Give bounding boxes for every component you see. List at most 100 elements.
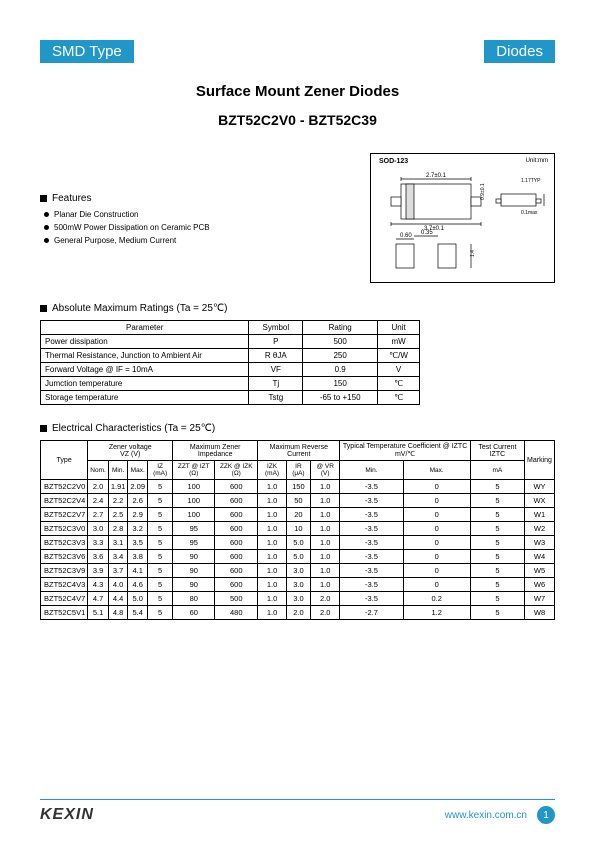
table-cell: 2.0	[88, 480, 109, 494]
table-cell: BZT52C4V3	[41, 578, 88, 592]
package-label: SOD-123	[379, 158, 408, 165]
table-cell: -3.5	[340, 578, 403, 592]
svg-text:2.7±0.1: 2.7±0.1	[426, 173, 447, 179]
table-cell: 1.0	[310, 522, 339, 536]
table-cell: 600	[215, 564, 258, 578]
table-cell: 95	[173, 536, 215, 550]
table-cell: Power dissipation	[41, 335, 249, 349]
table-cell: Thermal Resistance, Junction to Ambient …	[41, 349, 249, 363]
table-cell: 90	[173, 550, 215, 564]
table-cell: 1.0	[258, 522, 287, 536]
table-cell: 5	[470, 480, 524, 494]
ratings-table: Parameter Symbol Rating Unit Power dissi…	[40, 320, 420, 405]
table-cell: 100	[173, 494, 215, 508]
col-header: Nom.	[88, 461, 109, 480]
table-cell: W1	[525, 508, 555, 522]
table-cell: 3.0	[286, 564, 310, 578]
table-cell: 4.6	[128, 578, 148, 592]
table-cell: 2.0	[310, 606, 339, 620]
table-cell: 3.4	[108, 550, 128, 564]
title-line2: BZT52C2V0 - BZT52C39	[40, 112, 555, 128]
table-cell: R θJA	[249, 349, 303, 363]
table-cell: 1.0	[258, 564, 287, 578]
electrical-table: TypeZener voltage VZ (V)Maximum Zener Im…	[40, 440, 555, 620]
table-cell: 50	[286, 494, 310, 508]
table-cell: 150	[286, 480, 310, 494]
table-cell: -3.5	[340, 508, 403, 522]
table-cell: 1.91	[108, 480, 128, 494]
table-cell: 5	[148, 480, 173, 494]
table-cell: 3.2	[128, 522, 148, 536]
col-header: Zener voltage VZ (V)	[88, 441, 173, 461]
table-cell: -3.5	[340, 550, 403, 564]
table-cell: 5	[148, 592, 173, 606]
table-cell: -3.5	[340, 564, 403, 578]
col-header: Test Current IZTC	[470, 441, 524, 461]
square-icon	[40, 425, 47, 432]
table-cell: Tj	[249, 377, 303, 391]
table-cell: W8	[525, 606, 555, 620]
bullet-icon	[44, 212, 49, 217]
table-cell: 5	[148, 522, 173, 536]
table-cell: -3.5	[340, 494, 403, 508]
table-cell: 1.2	[403, 606, 470, 620]
col-header: Type	[41, 441, 88, 480]
table-cell: 3.3	[88, 536, 109, 550]
table-cell: -3.5	[340, 522, 403, 536]
table-cell: 3.0	[88, 522, 109, 536]
feature-item: Planar Die Construction	[54, 210, 138, 219]
table-cell: 3.9	[88, 564, 109, 578]
table-cell: BZT52C2V4	[41, 494, 88, 508]
table-cell: 90	[173, 564, 215, 578]
table-cell: mW	[378, 335, 420, 349]
table-cell: 5	[470, 508, 524, 522]
table-cell: 500	[303, 335, 378, 349]
table-cell: 5	[148, 494, 173, 508]
table-cell: 5	[148, 508, 173, 522]
table-cell: 600	[215, 522, 258, 536]
table-cell: 5	[470, 564, 524, 578]
table-cell: 0	[403, 536, 470, 550]
col-header: IZK (mA)	[258, 461, 287, 480]
table-cell: 480	[215, 606, 258, 620]
table-cell: ℃/W	[378, 349, 420, 363]
table-cell: BZT52C3V6	[41, 550, 88, 564]
table-cell: 600	[215, 508, 258, 522]
table-cell: 3.5	[128, 536, 148, 550]
table-cell: 3.7	[108, 564, 128, 578]
table-cell: 1.0	[310, 480, 339, 494]
col-header: Typical Temperature Coefficient @ IZTC m…	[340, 441, 470, 461]
table-cell: 4.7	[88, 592, 109, 606]
svg-text:0.1max: 0.1max	[521, 210, 538, 216]
table-cell: 3.6	[88, 550, 109, 564]
table-cell: 1.0	[310, 508, 339, 522]
table-cell: 1.0	[310, 550, 339, 564]
table-cell: 2.09	[128, 480, 148, 494]
ratings-heading: Absolute Maximum Ratings (Ta = 25℃)	[52, 303, 227, 314]
table-cell: -2.7	[340, 606, 403, 620]
table-cell: 0.2	[403, 592, 470, 606]
table-cell: 5	[148, 536, 173, 550]
table-cell: 2.9	[128, 508, 148, 522]
col-header: Unit	[378, 321, 420, 335]
footer: KEXIN www.kexin.com.cn 1	[40, 799, 555, 824]
col-header: Maximum Zener Impedance	[173, 441, 258, 461]
page-number: 1	[537, 806, 555, 824]
col-header: Min.	[340, 461, 403, 480]
table-cell: 600	[215, 536, 258, 550]
table-cell: 0.9	[303, 363, 378, 377]
svg-text:0.9±0.1: 0.9±0.1	[480, 183, 486, 200]
table-cell: 5.0	[286, 550, 310, 564]
table-cell: 2.8	[108, 522, 128, 536]
col-header: Symbol	[249, 321, 303, 335]
title-line1: Surface Mount Zener Diodes	[40, 83, 555, 100]
table-cell: -3.5	[340, 536, 403, 550]
table-cell: BZT52C4V7	[41, 592, 88, 606]
table-cell: 2.5	[108, 508, 128, 522]
col-header: Max.	[403, 461, 470, 480]
table-cell: Storage temperature	[41, 391, 249, 405]
table-cell: 4.1	[128, 564, 148, 578]
table-cell: VF	[249, 363, 303, 377]
table-cell: W4	[525, 550, 555, 564]
table-cell: 250	[303, 349, 378, 363]
